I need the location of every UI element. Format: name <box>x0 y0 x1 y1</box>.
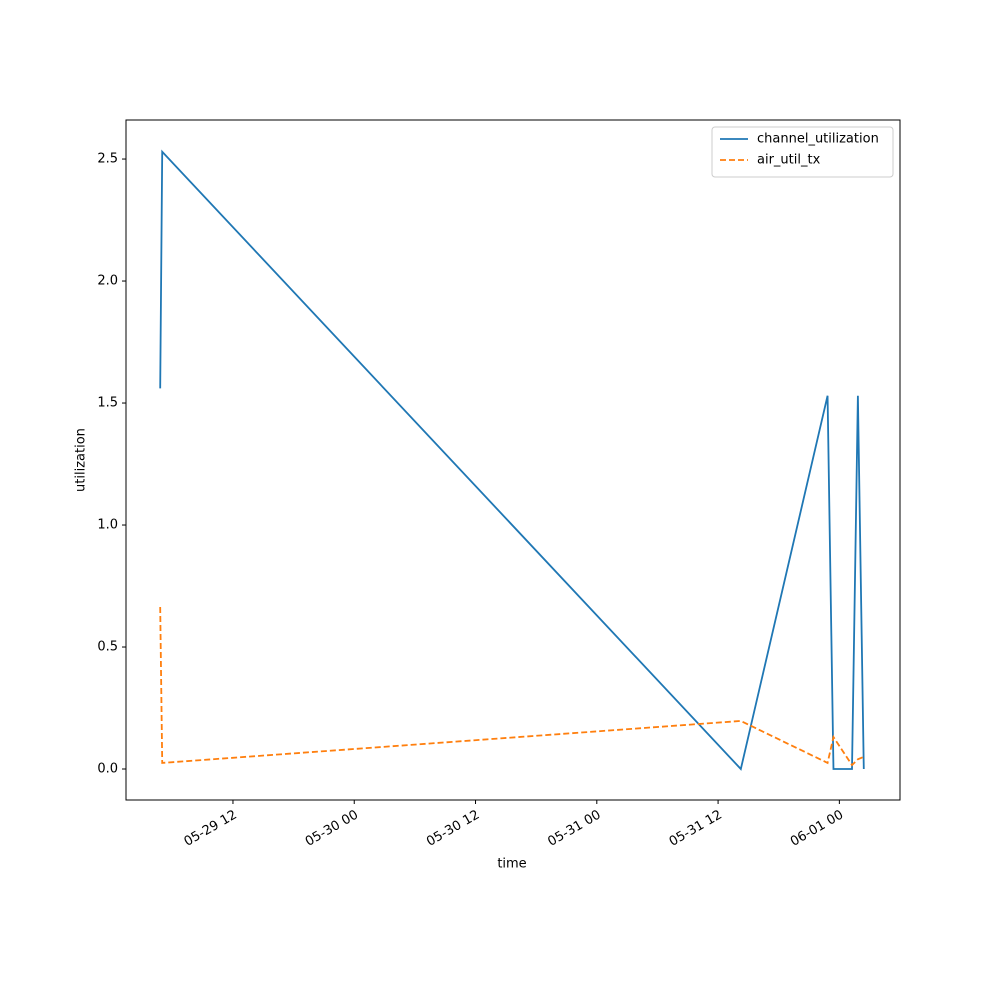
x-tick-label: 06-01 00 <box>788 808 846 850</box>
x-tick-label: 05-29 12 <box>182 808 240 850</box>
legend-box <box>711 126 894 178</box>
series-line <box>159 149 865 771</box>
legend-label: air_util_tx <box>757 153 821 168</box>
x-tick-label: 05-31 00 <box>545 808 603 850</box>
x-axis-label: time <box>497 857 526 872</box>
y-tick-label: 0.5 <box>97 640 118 655</box>
plot-frame <box>125 119 901 801</box>
x-tick-label: 05-31 12 <box>667 808 725 850</box>
x-tick-label: 05-30 12 <box>424 808 482 850</box>
y-tick-label: 2.0 <box>97 274 118 289</box>
y-tick-label: 2.5 <box>97 152 118 167</box>
y-tick-label: 0.0 <box>97 762 118 777</box>
y-tick-label: 1.5 <box>97 396 118 411</box>
legend-label: channel_utilization <box>757 132 879 147</box>
series-line <box>159 606 865 767</box>
x-tick-label: 05-30 00 <box>303 808 361 850</box>
y-axis-label: utilization <box>74 428 89 492</box>
y-tick-label: 1.0 <box>97 518 118 533</box>
